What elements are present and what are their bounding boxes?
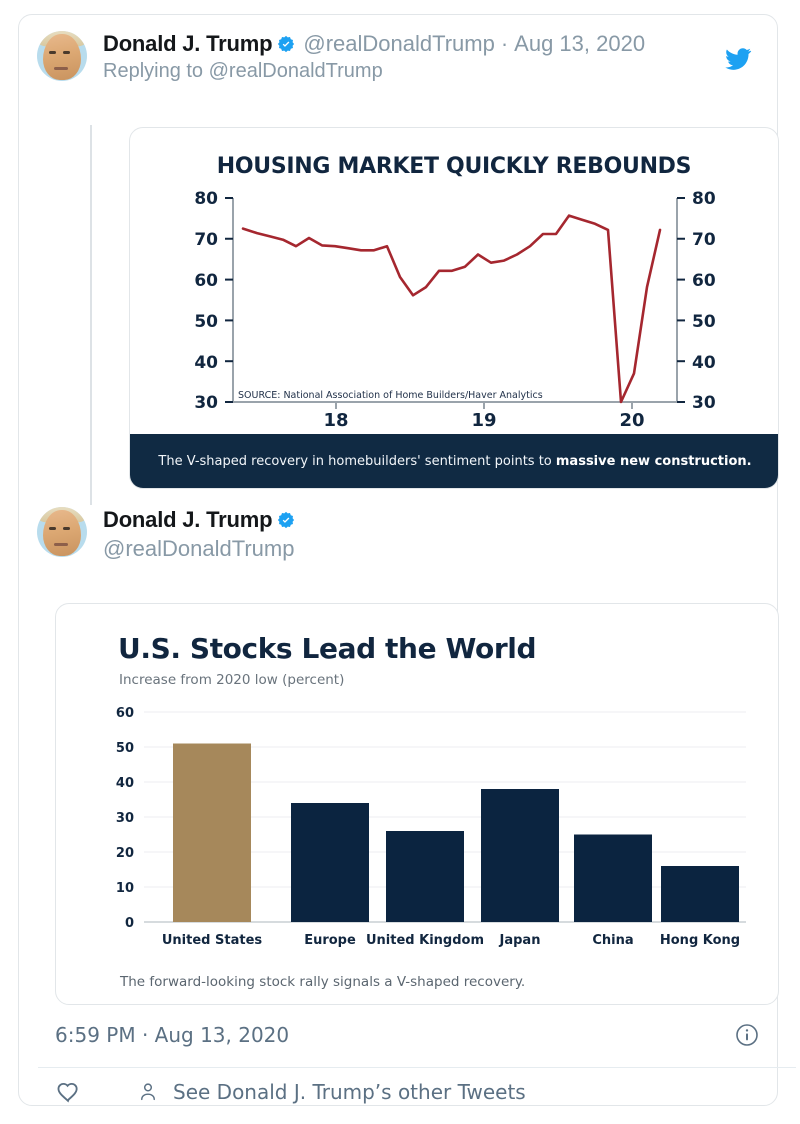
- tweet-actions: See Donald J. Trump’s other Tweets: [55, 1079, 526, 1105]
- chart1-banner-text: The V-shaped recovery in homebuilders' s…: [158, 454, 751, 469]
- tweet-header-secondary: Donald J. Trump @realDonaldTrump: [37, 507, 295, 562]
- avatar-face: [43, 34, 81, 80]
- tweet-card: Donald J. Trump @realDonaldTrump · Aug 1…: [18, 14, 796, 1106]
- svg-text:0: 0: [125, 916, 134, 931]
- name-line: Donald J. Trump: [103, 507, 295, 533]
- chart1-source-note: SOURCE: National Association of Home Bui…: [238, 390, 543, 401]
- chart2-category-labels: United States Europe United Kingdom Japa…: [162, 933, 740, 948]
- svg-text:20: 20: [116, 846, 134, 861]
- svg-text:30: 30: [692, 393, 716, 413]
- replying-to-label[interactable]: Replying to @realDonaldTrump: [103, 60, 383, 82]
- footer-divider: [38, 1067, 796, 1068]
- avatar-eye-right: [63, 51, 70, 54]
- svg-text:20: 20: [619, 410, 644, 428]
- svg-text:40: 40: [116, 776, 134, 791]
- display-name[interactable]: Donald J. Trump: [103, 31, 273, 56]
- chart1-banner-bold: massive new construction.: [555, 453, 752, 469]
- thread-connector-line: [90, 125, 92, 505]
- verified-badge-icon: [278, 35, 295, 53]
- avatar[interactable]: [37, 31, 87, 81]
- chart1-series-line: [241, 214, 662, 404]
- chart2-subtitle: Increase from 2020 low (percent): [119, 672, 345, 688]
- chart1-left-ticks: [225, 197, 233, 403]
- svg-text:Hong Kong: Hong Kong: [660, 933, 740, 948]
- svg-text:70: 70: [194, 230, 218, 250]
- chart1-right-ticks: [677, 197, 685, 403]
- twitter-bird-icon[interactable]: [721, 45, 755, 73]
- svg-text:China: China: [592, 933, 633, 948]
- svg-text:60: 60: [116, 706, 134, 721]
- avatar-eye-right: [63, 527, 70, 530]
- name-block: Donald J. Trump @realDonaldTrump: [103, 507, 295, 562]
- bar-china: [574, 834, 652, 922]
- svg-text:50: 50: [194, 312, 218, 332]
- svg-text:80: 80: [194, 190, 218, 209]
- media-card-stocks-chart[interactable]: U.S. Stocks Lead the World Increase from…: [55, 603, 779, 1005]
- header-separator: ·: [500, 31, 509, 56]
- name-block: Donald J. Trump @realDonaldTrump · Aug 1…: [103, 31, 645, 83]
- svg-text:United Kingdom: United Kingdom: [366, 933, 484, 948]
- chart1-xtick-labels: 18 19 20: [323, 410, 644, 428]
- svg-text:30: 30: [116, 811, 134, 826]
- svg-text:Europe: Europe: [304, 933, 356, 948]
- chart2-ytick-labels: 60 50 40 30 20 10 0: [116, 706, 134, 931]
- verified-badge-icon: [278, 511, 295, 529]
- chart1-ytick-labels-left: 80 70 60 50 40 30: [194, 190, 218, 413]
- chart2-title: U.S. Stocks Lead the World: [118, 632, 537, 665]
- tweet-timestamp: 6:59 PM · Aug 13, 2020: [55, 1023, 290, 1047]
- name-line: Donald J. Trump @realDonaldTrump · Aug 1…: [103, 31, 645, 57]
- svg-text:10: 10: [116, 881, 134, 896]
- info-icon[interactable]: [735, 1023, 759, 1047]
- bar-united-kingdom: [386, 831, 464, 922]
- heart-icon[interactable]: [55, 1079, 81, 1105]
- svg-text:30: 30: [194, 393, 218, 413]
- avatar-mouth: [54, 543, 68, 546]
- bar-united-states: [173, 743, 251, 922]
- chart1-x-ticks: [335, 402, 633, 409]
- handle[interactable]: @realDonaldTrump: [303, 31, 495, 56]
- bar-japan: [481, 789, 559, 922]
- avatar[interactable]: [37, 507, 87, 557]
- avatar-mouth: [54, 67, 68, 70]
- tweet-header-primary: Donald J. Trump @realDonaldTrump · Aug 1…: [37, 31, 645, 83]
- see-other-tweets-link[interactable]: See Donald J. Trump’s other Tweets: [173, 1080, 526, 1104]
- svg-text:Japan: Japan: [499, 933, 541, 948]
- chart1-banner: The V-shaped recovery in homebuilders' s…: [130, 434, 778, 488]
- avatar-face: [43, 510, 81, 556]
- bar-hong-kong: [661, 866, 739, 922]
- svg-text:United States: United States: [162, 933, 263, 948]
- avatar-eye-left: [49, 527, 56, 530]
- svg-text:40: 40: [194, 353, 218, 373]
- chart2-caption: The forward-looking stock rally signals …: [120, 974, 526, 990]
- handle[interactable]: @realDonaldTrump: [103, 536, 295, 561]
- tweet-date[interactable]: Aug 13, 2020: [514, 31, 646, 56]
- svg-text:19: 19: [471, 410, 496, 428]
- bar-europe: [291, 803, 369, 922]
- chart1-plot: 80 70 60 50 40 30 80 70 60 50 40 30 18 1…: [194, 190, 716, 428]
- svg-text:40: 40: [692, 353, 716, 373]
- svg-text:50: 50: [116, 741, 134, 756]
- chart1-ytick-labels-right: 80 70 60 50 40 30: [692, 190, 716, 413]
- svg-text:80: 80: [692, 190, 716, 209]
- svg-text:60: 60: [194, 271, 218, 291]
- svg-text:70: 70: [692, 230, 716, 250]
- svg-text:60: 60: [692, 271, 716, 291]
- person-icon: [141, 1083, 155, 1101]
- svg-text:50: 50: [692, 312, 716, 332]
- avatar-eye-left: [49, 51, 56, 54]
- svg-text:18: 18: [323, 410, 348, 428]
- chart2-plot: 60 50 40 30 20 10 0 United States Europe…: [116, 706, 746, 948]
- media-card-housing-chart[interactable]: HOUSING MARKET QUICKLY REBOUNDS: [129, 127, 779, 489]
- display-name[interactable]: Donald J. Trump: [103, 507, 273, 532]
- chart1-title: HOUSING MARKET QUICKLY REBOUNDS: [216, 154, 692, 179]
- chart1-banner-normal: The V-shaped recovery in homebuilders' s…: [158, 453, 556, 469]
